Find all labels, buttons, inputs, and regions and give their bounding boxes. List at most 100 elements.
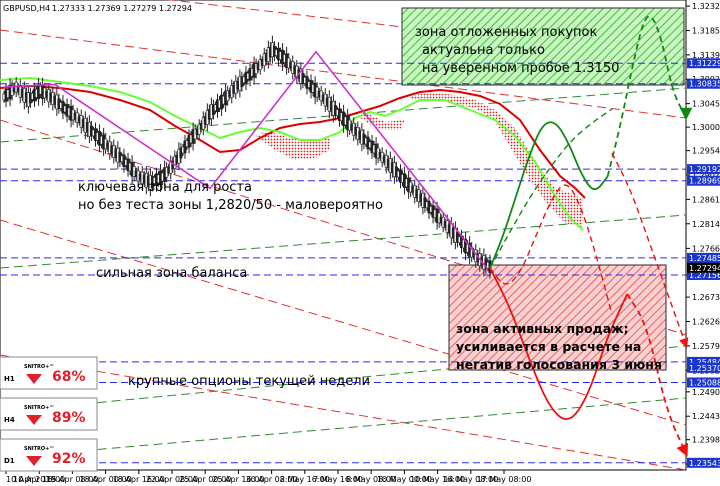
wave-lines [3, 50, 489, 271]
level-label-bg [687, 78, 720, 89]
x-tick-label: 10 May 00:00 [377, 475, 432, 484]
key-zone-line-1: ключевая зона для роста [78, 180, 252, 195]
x-tick-label: 2 May 16:00 [280, 475, 330, 484]
level-label: 1.23543 [689, 459, 720, 468]
y-tick-label: 1.30000 [692, 123, 720, 132]
level-label-bg [687, 175, 720, 186]
y-tick-label: 1.23988 [692, 436, 720, 445]
y-tick-label: 1.29548 [692, 147, 720, 156]
price-levels: 1.31229 1.30835 1.29192 1.28969 1.274851.272… [0, 58, 720, 468]
y-tick-label: 1.31859 [692, 26, 720, 35]
x-tick-label: 7 May 16:00 [313, 475, 363, 484]
forecast-green-branch [489, 108, 613, 269]
y-tick-label: 1.31390 [692, 51, 720, 60]
badge-percent: 68% [52, 369, 86, 385]
x-tick-label: 8 May 08:00 [346, 475, 396, 484]
badge-d1: SNITRO+™ D1 92% [0, 438, 98, 472]
sell-zone-line-1: зона активных продаж; [456, 321, 629, 336]
level-label-bg [687, 252, 720, 263]
y-tick-label: 1.28610 [692, 195, 720, 204]
level-label: 1.31229 [689, 59, 720, 68]
channel-green-line [0, 214, 687, 269]
badge-h4: SNITRO+™ H4 89% [0, 397, 98, 431]
level-label-bg [687, 457, 720, 468]
level-label-bg [687, 164, 720, 175]
price-series [2, 35, 492, 279]
y-tick-label: 1.25792 [692, 342, 720, 351]
badge-percent: 92% [52, 451, 86, 467]
channel-red-line [0, 29, 687, 119]
level-label-bg [687, 362, 720, 373]
y-tick-label: 1.27668 [692, 244, 720, 253]
x-tick-label: 10 May 16:00 [410, 475, 465, 484]
x-tick-label: 25 Apr 00:00 [179, 475, 231, 484]
level-label-bg [687, 269, 720, 280]
x-tick-label: 18 Apr 00:00 [80, 475, 132, 484]
y-tick-label: 1.29079 [692, 171, 720, 180]
x-tick-label: 25 Apr 16:00 [212, 475, 264, 484]
buy-zone-line-3: на уверенном пробое 1.3150 [422, 61, 619, 76]
y-axis: 1.323281.318591.313901.309211.304521.300… [686, 2, 720, 469]
options-label: крупные опционы текущей недели [128, 374, 370, 389]
level-label: 1.27156 [689, 271, 720, 280]
buy-zone [401, 7, 685, 86]
down-arrow-icon [26, 456, 42, 466]
level-label-bg [687, 356, 720, 367]
badge-h1: SNITRO+™ H1 68% [0, 356, 98, 390]
badge-timeframe: H1 [4, 375, 15, 383]
y-tick-label: 1.32328 [692, 2, 720, 11]
channel-red-line [0, 219, 687, 426]
forecast-red-branch [611, 152, 689, 349]
badge-timeframe: H4 [4, 416, 15, 424]
sell-zone-line-2: усиливается в расчете на [456, 339, 641, 354]
ichimoku-cloud [0, 76, 586, 231]
header-symbol: GBPUSD,H4 [3, 4, 50, 13]
x-tick-label: 10 Apr 16:00 [13, 475, 65, 484]
level-label: 1.25088 [689, 378, 720, 387]
badge-timeframe: D1 [4, 457, 15, 465]
x-tick-label: 14 May 08:00 [443, 475, 498, 484]
key-zone-line-2: но без теста зоны 1,2820/50 - маловероят… [78, 198, 383, 213]
x-tick-label: 18 Apr 16:00 [113, 475, 165, 484]
down-arrow-icon [26, 374, 42, 384]
badge-brand: SNITRO+™ [24, 405, 54, 411]
badge-brand: SNITRO+™ [24, 364, 54, 370]
down-arrow-icon [26, 415, 42, 425]
level-label: 1.27485 [689, 254, 720, 263]
x-tick-label: 17 May 08:00 [477, 475, 532, 484]
forecast-red-branch [489, 184, 613, 315]
current-price-label: 1.27294 [689, 264, 720, 273]
forecast-paths [489, 15, 689, 457]
level-label: 1.25370 [689, 364, 720, 373]
level-label-bg [687, 377, 720, 388]
current-price-bg [687, 262, 720, 273]
level-label: 1.28969 [689, 177, 720, 186]
x-tick-label: 22 Apr 08:00 [146, 475, 198, 484]
y-tick-label: 1.30452 [692, 100, 720, 109]
x-tick-label: 10 Apr 2019 [6, 475, 55, 484]
level-label-bg [687, 58, 720, 69]
y-tick-label: 1.26730 [692, 293, 720, 302]
y-tick-label: 1.24908 [692, 388, 720, 397]
level-label: 1.25484 [689, 358, 720, 367]
level-label: 1.30835 [689, 80, 720, 89]
badge-percent: 89% [52, 410, 86, 426]
wave-polyline [3, 50, 489, 271]
y-tick-label: 1.24439 [692, 412, 720, 421]
level-label: 1.29192 [689, 165, 720, 174]
forecast-red-solid [489, 267, 629, 420]
buy-zone-line-1: зона отложенных покупок [415, 25, 598, 40]
sell-zone [448, 264, 667, 371]
channel-green-line [0, 397, 687, 459]
x-tick-label: 30 Apr 08:00 [246, 475, 298, 484]
balance-zone-label: сильная зона баланса [96, 266, 247, 281]
badge-brand: SNITRO+™ [24, 446, 54, 452]
channel-red-line [0, 354, 687, 471]
buy-zone-line-2: актуальна только [422, 43, 545, 58]
header-ohlc: 1.27333 1.27369 1.27279 1.27294 [52, 4, 192, 13]
x-tick-label: 15 Apr 08:00 [46, 475, 98, 484]
